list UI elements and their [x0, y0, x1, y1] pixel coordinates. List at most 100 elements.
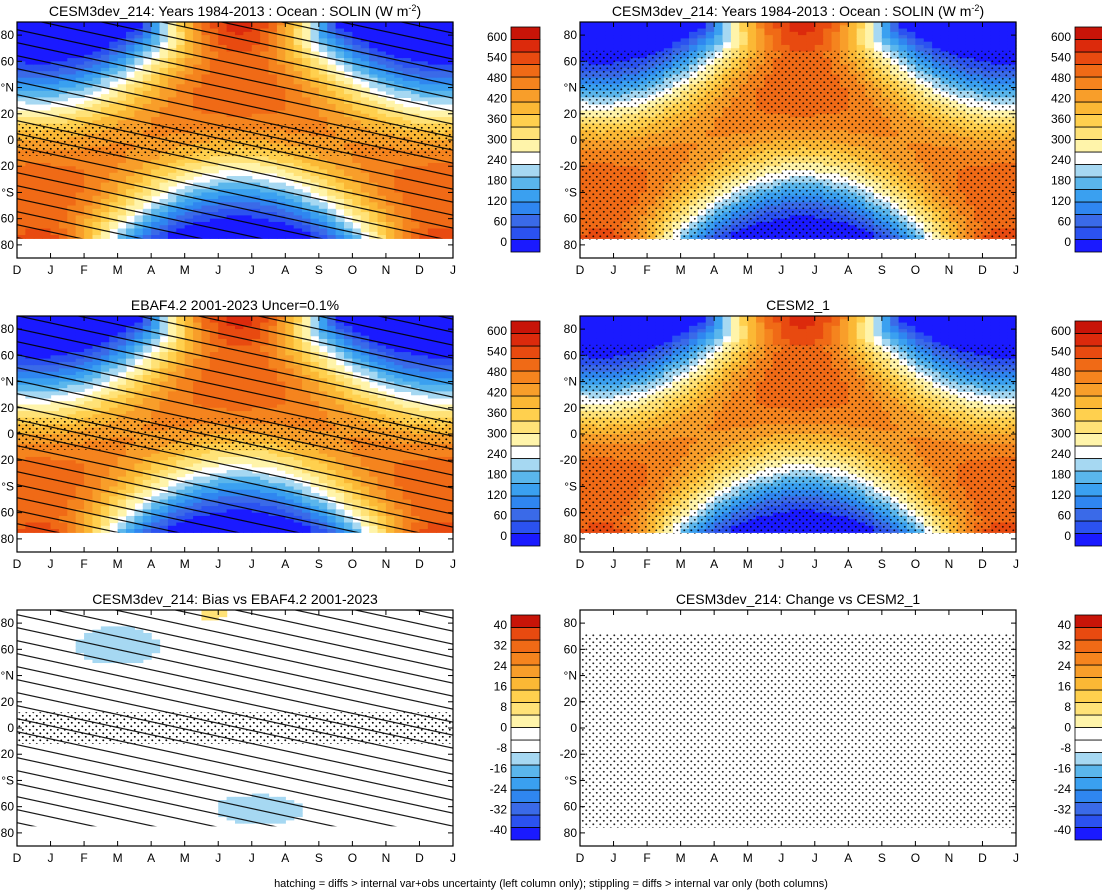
heatmap-cell — [596, 28, 606, 33]
heatmap-cell — [747, 35, 757, 39]
heatmap-cell — [588, 44, 598, 49]
heatmap-cell — [613, 31, 623, 36]
heatmap-cell — [689, 31, 698, 36]
heatmap-cell — [772, 38, 782, 43]
heatmap-cell — [655, 35, 665, 39]
heatmap-cell — [764, 41, 774, 46]
x-tick-label: S — [315, 263, 323, 277]
heatmap-cell — [621, 28, 631, 33]
heatmap-cell — [722, 35, 732, 39]
heatmap-cell — [697, 22, 707, 26]
heatmap-cell — [689, 41, 698, 46]
heatmap-cell — [680, 31, 690, 36]
colorbar-tick-label: 120 — [487, 194, 507, 208]
x-tick-label: J — [215, 263, 221, 277]
heatmap-cell — [580, 28, 589, 33]
panel-title: CESM3dev_214: Years 1984-2013 : Ocean : … — [49, 3, 421, 19]
heatmap-cell — [730, 35, 740, 39]
y-tick-label: °S — [1, 185, 14, 199]
heatmap-cell — [705, 44, 715, 49]
y-tick-label: 20 — [1, 107, 15, 121]
heatmap-cell — [772, 35, 782, 39]
heatmap-cell — [714, 22, 724, 26]
heatmap-cell — [588, 22, 598, 26]
heatmap-cell — [680, 41, 690, 46]
heatmap-cell — [764, 22, 774, 26]
heatmap-cell — [781, 25, 791, 30]
heatmap-cell — [764, 28, 774, 33]
heatmap-cell — [697, 38, 707, 43]
heatmap-cell — [621, 31, 631, 36]
heatmap-cell — [580, 22, 589, 26]
heatmap-cell — [655, 22, 665, 26]
heatmap-cell — [588, 41, 598, 46]
heatmap-cell — [596, 22, 606, 26]
heatmap-cell — [689, 28, 698, 33]
heatmap-cell — [747, 25, 757, 30]
heatmap-cell — [588, 38, 598, 43]
heatmap-cell — [672, 31, 682, 36]
colorbar-swatch — [510, 39, 541, 53]
heatmap-cell — [714, 25, 724, 30]
colorbar-swatch — [510, 126, 541, 140]
heatmap-cell — [621, 25, 631, 30]
heatmap-cell — [580, 44, 589, 49]
heatmap-cell — [630, 25, 640, 30]
heatmap-cell — [747, 22, 757, 26]
heatmap-cell — [730, 48, 740, 53]
colorbar-tick-label: 540 — [487, 51, 507, 65]
heatmap-cell — [613, 41, 623, 46]
heatmap-cell — [756, 22, 766, 26]
y-tick-label: °N — [1, 81, 14, 95]
heatmap-cell — [747, 28, 757, 33]
heatmap-cell — [647, 31, 657, 36]
heatmap-cell — [697, 48, 707, 53]
heatmap-cell — [605, 31, 615, 36]
heatmap-cell — [730, 28, 740, 33]
x-tick-label: F — [80, 263, 87, 277]
x-tick-label: D — [13, 263, 22, 277]
heatmap-cell — [588, 48, 598, 53]
heatmap-cell — [630, 22, 640, 26]
colorbar-swatch — [510, 226, 541, 240]
heatmap-cell — [764, 48, 774, 53]
heatmap-cell — [705, 48, 715, 53]
colorbar-swatch — [510, 214, 541, 228]
panel-top-left: CESM3dev_214: Years 1984-2013 : Ocean : … — [0, 3, 541, 277]
heatmap-cell — [638, 22, 648, 26]
heatmap-cell — [739, 31, 749, 36]
heatmap-cell — [697, 25, 707, 30]
heatmap-cell — [588, 35, 598, 39]
heatmap-cell — [638, 38, 648, 43]
heatmap-cell — [596, 25, 606, 30]
heatmap-cell — [630, 35, 640, 39]
heatmap-cell — [764, 31, 774, 36]
heatmap-cell — [647, 48, 657, 53]
heatmap-cell — [680, 25, 690, 30]
heatmap-cell — [789, 22, 799, 26]
colorbar-tick-label: 480 — [487, 71, 507, 85]
heatmap-cell — [672, 41, 682, 46]
heatmap-cell — [730, 41, 740, 46]
panel-title: CESM3dev_214: Years 1984-2013 : Ocean : … — [612, 3, 984, 19]
heatmap-cell — [697, 44, 707, 49]
x-tick-label: O — [348, 263, 357, 277]
heatmap-cell — [772, 41, 782, 46]
heatmap-cell — [580, 48, 589, 53]
heatmap-cell — [730, 38, 740, 43]
heatmap-cell — [739, 25, 749, 30]
heatmap-cell — [605, 48, 615, 53]
heatmap-cell — [596, 38, 606, 43]
y-tick-label: 80 — [1, 28, 15, 42]
heatmap-cell — [689, 22, 698, 26]
heatmap-cell — [680, 44, 690, 49]
heatmap-cell — [789, 35, 799, 39]
heatmap-cell — [714, 44, 724, 49]
heatmap-cell — [697, 28, 707, 33]
heatmap-cell — [764, 35, 774, 39]
heatmap-cell — [764, 44, 774, 49]
x-tick-label: A — [281, 263, 289, 277]
heatmap-cell — [756, 44, 766, 49]
heatmap-cell — [605, 25, 615, 30]
